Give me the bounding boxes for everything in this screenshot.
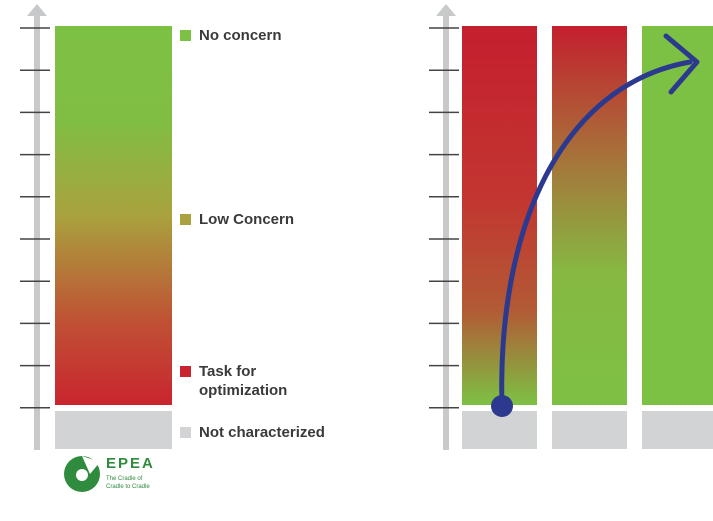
right-bar-red — [462, 26, 537, 405]
legend-swatch-not-characterized — [180, 427, 191, 438]
legend-swatch-no-concern — [180, 30, 191, 41]
legend-item-low-concern: Low Concern — [180, 210, 294, 229]
right-not-characterized-2 — [552, 411, 627, 449]
legend-swatch-task-for-optimization — [180, 366, 191, 377]
legend-label-no-concern: No concern — [199, 27, 282, 44]
legend-item-not-characterized: Not characterized — [180, 423, 325, 442]
legend-label-task-for-optimization: Task for optimization — [199, 363, 288, 399]
logo-tagline-2: Cradle to Cradle — [106, 484, 150, 490]
left-axis — [20, 4, 50, 450]
right-axis-line — [443, 12, 449, 450]
right-axis-arrowhead — [436, 4, 456, 16]
legend-swatch-low-concern — [180, 214, 191, 225]
left-axis-ticks — [20, 27, 50, 409]
logo-tagline-1: The Cradle of — [106, 476, 143, 482]
left-axis-arrowhead — [27, 4, 47, 16]
right-axis — [429, 4, 459, 450]
right-axis-ticks — [429, 27, 459, 409]
logo-mark-inner-icon — [76, 469, 88, 481]
left-gradient-bar — [55, 26, 172, 405]
epea-logo: EPEA The Cradle of Cradle to Cradle — [64, 455, 155, 492]
right-not-characterized-3 — [642, 411, 713, 449]
left-axis-line — [34, 12, 40, 450]
logo-mark-cut-icon — [82, 456, 100, 474]
optimization-arrow — [491, 33, 700, 417]
left-not-characterized-bar — [55, 411, 172, 449]
arrow-head — [663, 33, 700, 95]
right-bar-mid — [552, 26, 627, 405]
legend-item-task-for-optimization: Task for optimization — [180, 362, 287, 400]
right-not-characterized-1 — [462, 411, 537, 449]
legend-label-low-concern: Low Concern — [199, 211, 295, 228]
arrow-start-dot — [491, 395, 513, 417]
legend-label-not-characterized: Not characterized — [199, 424, 325, 441]
legend-item-no-concern: No concern — [180, 26, 282, 45]
right-bar-green — [642, 26, 713, 405]
arrow-curve — [499, 59, 693, 409]
logo-title: EPEA — [106, 455, 155, 472]
